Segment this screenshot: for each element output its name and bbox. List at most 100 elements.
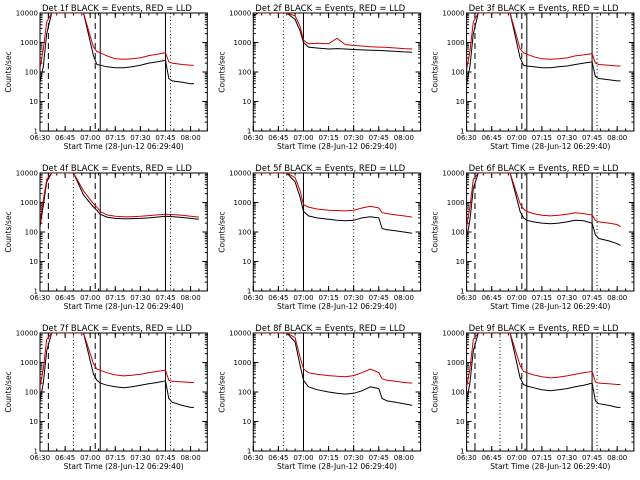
series-line-events — [253, 13, 413, 53]
y-tick-label: 1 — [460, 128, 464, 136]
x-axis-label: Start Time (28-Jun-12 06:29:40) — [490, 302, 610, 311]
x-tick-label: 07:30 — [557, 134, 577, 142]
y-tick-label: 1 — [247, 288, 251, 296]
y-tick-label: 100 — [25, 229, 38, 237]
x-tick-label: 06:30 — [30, 294, 50, 302]
plot-frame — [39, 12, 208, 132]
x-tick-label: 07:30 — [557, 454, 577, 462]
x-tick-label: 06:45 — [482, 134, 502, 142]
y-tick-label: 1 — [34, 448, 38, 456]
x-tick-label: 08:00 — [607, 134, 627, 142]
chart-panel-5: Det 5f BLACK = Events, RED = LLD 1 10 100 10… — [217, 164, 422, 311]
y-tick-label: 100 — [25, 389, 38, 397]
y-tick-label: 1000 — [20, 199, 38, 207]
x-tick-label: 08:00 — [180, 134, 200, 142]
x-tick-label: 08:00 — [394, 134, 414, 142]
x-tick-label: 07:15 — [532, 134, 552, 142]
x-tick-label: 06:30 — [243, 134, 263, 142]
x-tick-label: 07:00 — [293, 454, 313, 462]
plot-body — [253, 13, 413, 131]
y-tick-label: 10000 — [229, 170, 251, 178]
y-tick-label: 100 — [238, 229, 251, 237]
y-tick-label: 100 — [451, 389, 464, 397]
y-tick-label: 10000 — [16, 10, 38, 18]
x-tick-label: 07:00 — [293, 294, 313, 302]
series-line-lld — [253, 173, 413, 218]
x-tick-label: 07:30 — [344, 454, 364, 462]
x-axis-label: Start Time (28-Jun-12 06:29:40) — [490, 142, 610, 151]
series-line-events — [466, 173, 621, 246]
y-tick-label: 100 — [238, 69, 251, 77]
x-tick-label: 06:45 — [482, 294, 502, 302]
chart-panel-4: Det 4f BLACK = Events, RED = LLD 1 10 100 10… — [4, 164, 208, 311]
plot-frame — [466, 12, 635, 132]
y-tick-label: 100 — [25, 69, 38, 77]
y-axis-label: Counts/sec — [431, 51, 440, 92]
plot-body — [253, 333, 413, 451]
y-tick-label: 1000 — [20, 359, 38, 367]
x-axis-label: Start Time (28-Jun-12 06:29:40) — [64, 142, 184, 151]
chart-panel-3: Det 3f BLACK = Events, RED = LLD 1 10 100 10… — [431, 4, 635, 151]
x-axis-label: Start Time (28-Jun-12 06:29:40) — [277, 462, 397, 471]
y-axis-label: Counts/sec — [431, 211, 440, 252]
x-tick-label: 06:30 — [30, 454, 50, 462]
x-tick-label: 06:45 — [482, 454, 502, 462]
x-tick-label: 06:30 — [457, 294, 477, 302]
x-tick-label: 06:30 — [243, 294, 263, 302]
y-tick-label: 10000 — [442, 10, 464, 18]
x-tick-label: 06:45 — [268, 294, 288, 302]
series-line-lld — [253, 333, 413, 384]
x-tick-label: 07:45 — [369, 134, 389, 142]
x-tick-label: 07:30 — [130, 294, 150, 302]
x-tick-label: 07:15 — [105, 454, 125, 462]
series-line-events — [253, 333, 413, 406]
x-tick-label: 07:00 — [80, 294, 100, 302]
x-tick-label: 06:30 — [30, 134, 50, 142]
x-tick-label: 08:00 — [180, 294, 200, 302]
chart-panel-1: Det 1f BLACK = Events, RED = LLD 1 10 100 10… — [4, 4, 208, 151]
x-tick-label: 07:00 — [507, 134, 527, 142]
y-axis-label: Counts/sec — [4, 51, 13, 92]
y-tick-label: 1000 — [233, 359, 251, 367]
series-line-lld — [466, 173, 621, 228]
plot-frame — [466, 172, 635, 292]
x-tick-label: 07:45 — [155, 454, 175, 462]
x-tick-label: 07:15 — [318, 454, 338, 462]
x-tick-label: 06:45 — [55, 454, 75, 462]
x-tick-label: 07:45 — [369, 294, 389, 302]
y-axis-label: Counts/sec — [217, 211, 226, 252]
y-tick-label: 1000 — [447, 39, 465, 47]
x-tick-label: 07:45 — [582, 454, 602, 462]
y-tick-label: 1 — [460, 288, 464, 296]
chart-panel-2: Det 2f BLACK = Events, RED = LLD 1 10 100 10… — [217, 4, 422, 151]
chart-title: Det 7f BLACK = Events, RED = LLD — [42, 324, 192, 334]
x-tick-label: 07:30 — [344, 134, 364, 142]
y-tick-label: 10 — [456, 258, 465, 266]
y-tick-label: 1000 — [447, 359, 465, 367]
chart-title: Det 6f BLACK = Events, RED = LLD — [469, 164, 619, 174]
x-tick-label: 07:00 — [507, 454, 527, 462]
x-tick-label: 06:30 — [243, 454, 263, 462]
chart-panel-8: Det 8f BLACK = Events, RED = LLD 1 10 100 10… — [217, 324, 422, 471]
series-line-lld — [466, 333, 621, 387]
x-tick-label: 07:00 — [507, 294, 527, 302]
x-tick-label: 08:00 — [607, 294, 627, 302]
x-tick-label: 08:00 — [394, 294, 414, 302]
x-tick-label: 07:30 — [557, 294, 577, 302]
plot-frame — [466, 332, 635, 452]
x-tick-label: 07:00 — [80, 454, 100, 462]
y-tick-label: 100 — [451, 229, 464, 237]
y-tick-label: 100 — [451, 69, 464, 77]
x-tick-label: 08:00 — [394, 454, 414, 462]
x-axis-label: Start Time (28-Jun-12 06:29:40) — [64, 302, 184, 311]
series-line-events — [40, 173, 199, 227]
series-line-events — [40, 333, 194, 408]
x-tick-label: 06:30 — [457, 454, 477, 462]
plot-frame — [39, 172, 208, 292]
x-tick-label: 07:30 — [130, 134, 150, 142]
x-tick-label: 07:15 — [318, 294, 338, 302]
plot-body — [466, 333, 621, 451]
series-line-events — [253, 173, 413, 234]
y-tick-label: 10 — [29, 98, 38, 106]
chart-title: Det 4f BLACK = Events, RED = LLD — [42, 164, 192, 174]
